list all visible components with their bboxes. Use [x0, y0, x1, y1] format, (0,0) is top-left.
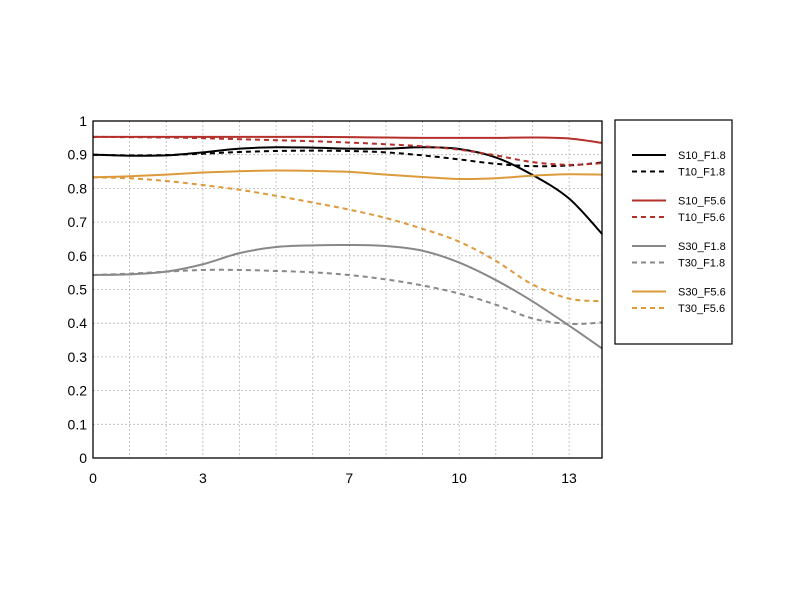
x-tick-label: 0: [89, 470, 97, 486]
y-tick-label: 0.1: [68, 416, 88, 432]
legend-label: S10_F1.8: [678, 150, 726, 162]
axis-ticks: 00.10.20.30.40.50.60.70.80.910 3 7 10 13: [68, 113, 578, 486]
y-tick-label: 0.7: [68, 214, 88, 230]
x-tick-label: 3: [199, 470, 207, 486]
legend-label: T30_F5.6: [678, 303, 725, 315]
legend-box: [614, 119, 733, 345]
y-tick-label: 0.3: [68, 349, 88, 365]
legend-label: T30_F1.8: [678, 258, 725, 270]
legend-label: S30_F1.8: [678, 241, 726, 253]
x-tick-label: 10: [451, 470, 467, 486]
plot-frame: [92, 120, 603, 459]
series-line-S30_F1.8: [92, 243, 603, 350]
y-tick-label: 0.2: [68, 383, 88, 399]
series-lines: [92, 135, 603, 350]
series-line-T30_F5.6: [92, 176, 603, 303]
y-tick-label: 0.5: [68, 282, 88, 298]
x-tick-label: 7: [345, 470, 353, 486]
y-tick-label: 0: [79, 450, 87, 466]
legend-label: T10_F5.6: [678, 212, 725, 224]
y-tick-label: 1: [79, 113, 87, 129]
y-tick-label: 0.9: [68, 147, 88, 163]
series-line-T10_F5.6: [92, 135, 603, 166]
legend: S10_F1.8 T10_F1.8 S10_F5.6 T10_F5.6 S30_F1.8…: [614, 119, 733, 345]
legend-label: S30_F5.6: [678, 287, 726, 299]
series-line-T10_F1.8: [92, 149, 603, 168]
y-tick-label: 0.6: [68, 248, 88, 264]
y-tick-label: 0.8: [68, 180, 88, 196]
legend-label: S10_F5.6: [678, 196, 726, 208]
series-line-T30_F1.8: [92, 268, 603, 326]
legend-label: T10_F1.8: [678, 167, 725, 179]
series-line-S30_F5.6: [92, 169, 603, 181]
x-tick-label: 13: [561, 470, 577, 486]
y-tick-label: 0.4: [68, 315, 88, 331]
grid: [93, 121, 602, 458]
